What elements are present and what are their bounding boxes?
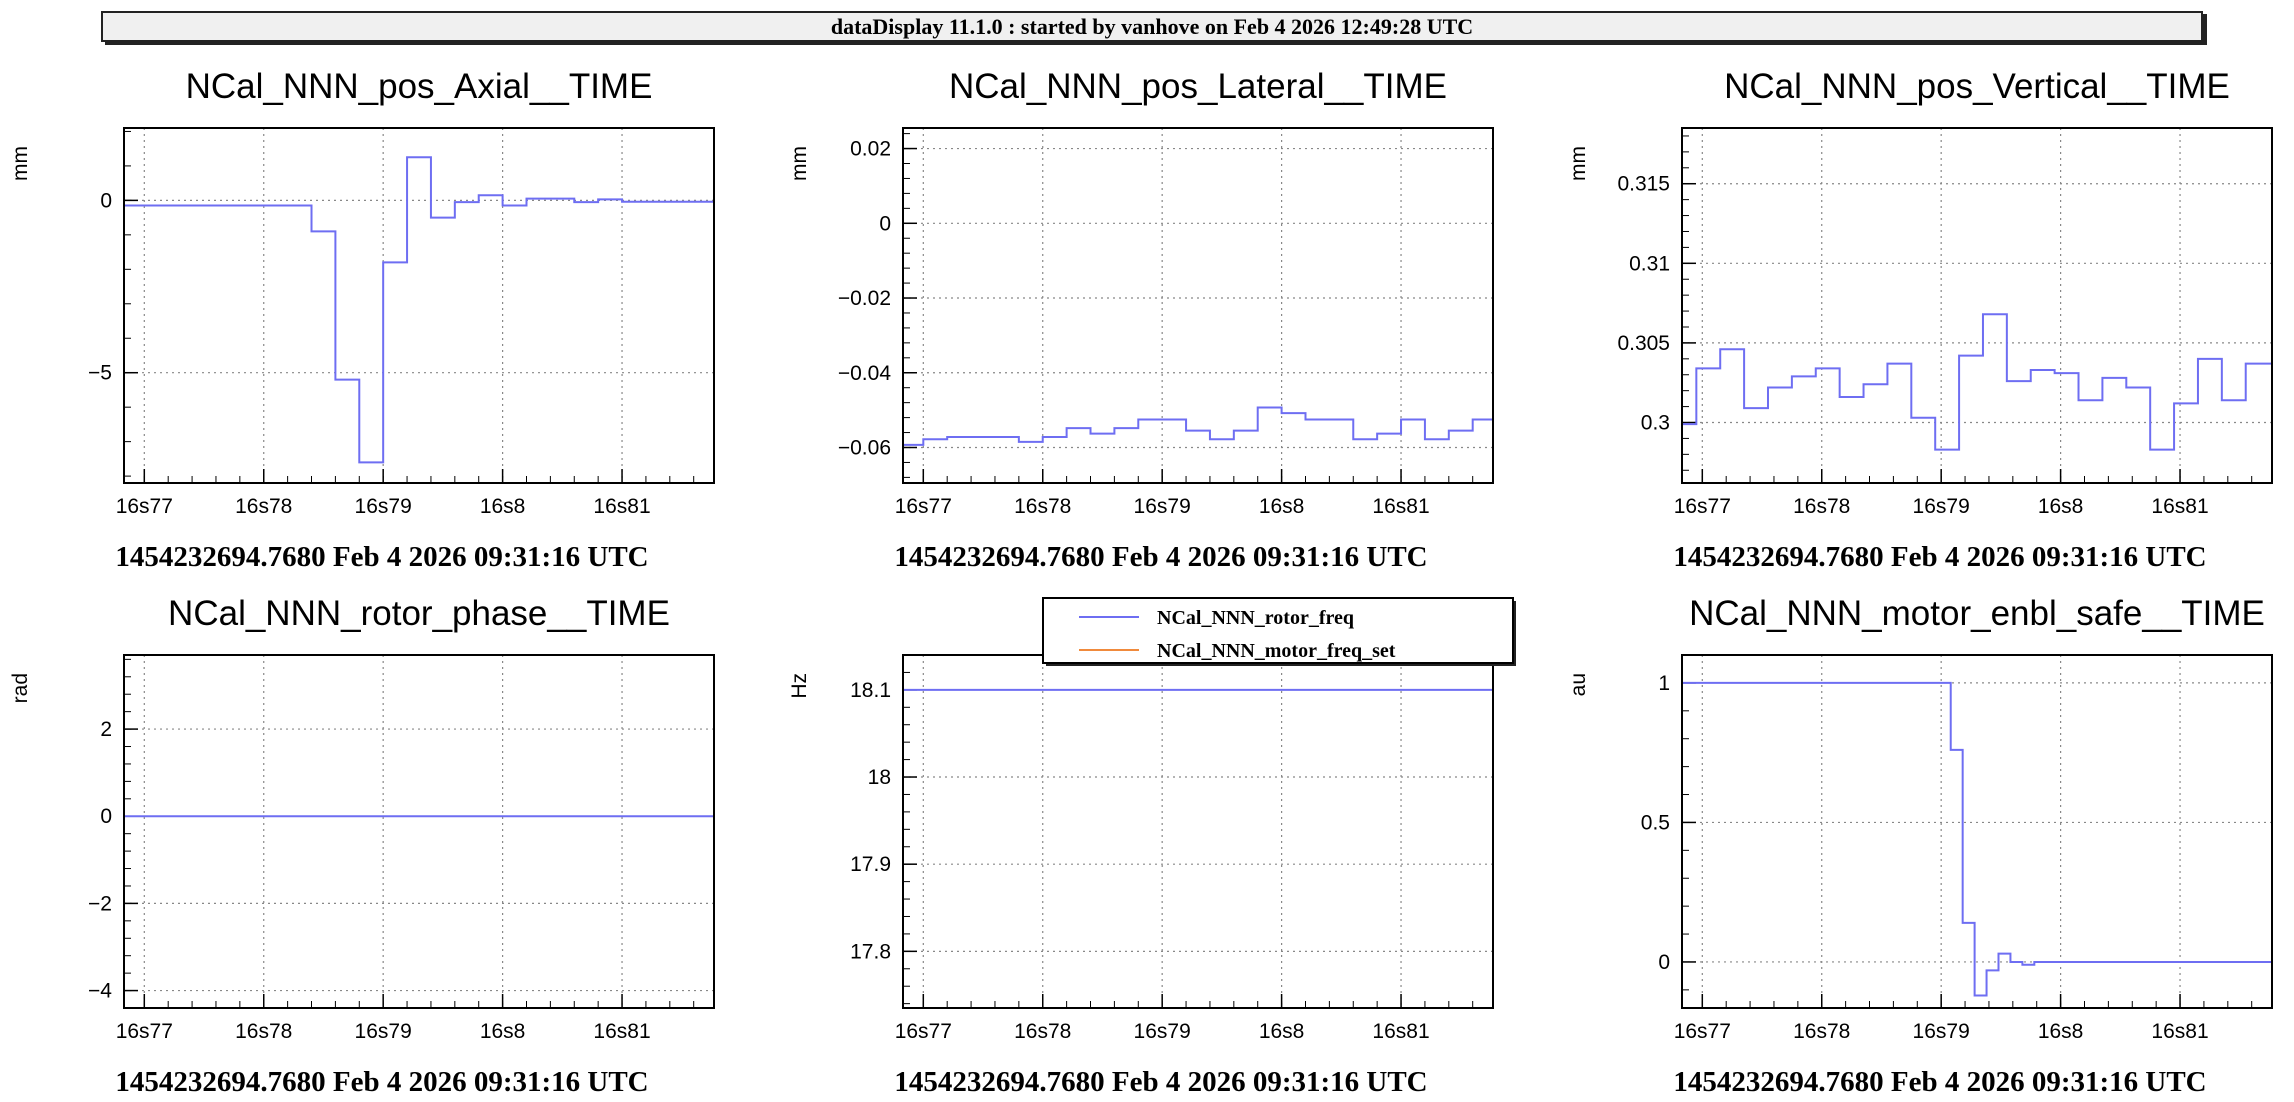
y-tick-label: 0.31 xyxy=(1629,252,1670,275)
x-tick-label: 16s79 xyxy=(355,495,412,518)
x-tick-label: 16s79 xyxy=(1134,1020,1191,1043)
x-tick-label: 16s78 xyxy=(1014,1020,1071,1043)
x-tick-label: 16s78 xyxy=(1014,495,1071,518)
series-line xyxy=(1682,681,2272,997)
plot-frame xyxy=(902,654,1494,1009)
x-tick-label: 16s78 xyxy=(1793,1020,1850,1043)
y-tick-label: −4 xyxy=(88,980,112,1003)
y-tick-label: 0 xyxy=(879,212,891,235)
chart-title: NCal_NNN_rotor_phase__TIME xyxy=(168,594,670,633)
x-tick-label: 16s8 xyxy=(1259,1020,1305,1043)
x-tick-label: 16s78 xyxy=(235,495,292,518)
x-tick-label: 16s78 xyxy=(1793,495,1850,518)
y-tick-label: 17.9 xyxy=(850,853,891,876)
x-tick-label: 16s81 xyxy=(1372,1020,1429,1043)
legend: NCal_NNN_rotor_freq NCal_NNN_motor_freq_s… xyxy=(1042,597,1516,666)
y-tick-label: 17.8 xyxy=(850,940,891,963)
chart-title: NCal_NNN_motor_enbl_safe__TIME xyxy=(1689,594,2265,633)
x-tick-label: 16s77 xyxy=(116,1020,173,1043)
x-tick-label: 16s79 xyxy=(1913,495,1970,518)
y-tick-label: 0 xyxy=(1658,951,1670,974)
window-title-banner: dataDisplay 11.1.0 : started by vanhove … xyxy=(101,11,2203,42)
x-axis-label: 1454232694.7680 Feb 4 2026 09:31:16 UTC xyxy=(115,541,648,573)
series-line xyxy=(903,406,1493,446)
x-tick-label: 16s77 xyxy=(116,495,173,518)
y-tick-label: −0.04 xyxy=(838,362,891,385)
y-tick-label: 18.1 xyxy=(850,679,891,702)
y-axis-label: mm xyxy=(788,146,811,181)
y-tick-label: 0.305 xyxy=(1617,332,1670,355)
legend-entry: NCal_NNN_rotor_freq xyxy=(1157,607,1354,629)
legend-entry: NCal_NNN_motor_freq_set xyxy=(1157,640,1396,662)
y-tick-label: −5 xyxy=(88,362,112,385)
x-axis-label: 1454232694.7680 Feb 4 2026 09:31:16 UTC xyxy=(1673,1066,2206,1098)
x-tick-label: 16s8 xyxy=(2038,1020,2084,1043)
x-tick-label: 16s81 xyxy=(2151,495,2208,518)
y-axis-label: mm xyxy=(9,146,32,181)
x-tick-label: 16s79 xyxy=(1134,495,1191,518)
x-axis-label: 1454232694.7680 Feb 4 2026 09:31:16 UTC xyxy=(115,1066,648,1098)
y-axis-label: rad xyxy=(9,673,32,703)
series-line xyxy=(1682,313,2272,451)
y-axis-label: Hz xyxy=(788,673,811,699)
chart-title: NCal_NNN_pos_Vertical__TIME xyxy=(1724,67,2230,106)
x-tick-label: 16s77 xyxy=(895,1020,952,1043)
y-tick-label: 1 xyxy=(1658,672,1670,695)
x-tick-label: 16s78 xyxy=(235,1020,292,1043)
x-tick-label: 16s81 xyxy=(593,495,650,518)
y-tick-label: 0 xyxy=(100,189,112,212)
x-axis-label: 1454232694.7680 Feb 4 2026 09:31:16 UTC xyxy=(894,1066,1427,1098)
x-tick-label: 16s77 xyxy=(1674,1020,1731,1043)
plot-frame xyxy=(1681,127,2273,484)
plot-frame xyxy=(123,127,715,484)
chart-title: NCal_NNN_pos_Axial__TIME xyxy=(186,67,653,106)
legend-box xyxy=(1042,597,1514,664)
plot-frame xyxy=(123,654,715,1009)
x-tick-label: 16s77 xyxy=(1674,495,1731,518)
chart-title: NCal_NNN_pos_Lateral__TIME xyxy=(949,67,1447,106)
x-tick-label: 16s79 xyxy=(1913,1020,1970,1043)
x-tick-label: 16s79 xyxy=(355,1020,412,1043)
x-tick-label: 16s81 xyxy=(1372,495,1429,518)
y-tick-label: 0 xyxy=(100,805,112,828)
y-tick-label: 0.02 xyxy=(850,138,891,161)
y-tick-label: 0.3 xyxy=(1641,412,1670,435)
x-tick-label: 16s81 xyxy=(2151,1020,2208,1043)
x-tick-label: 16s8 xyxy=(2038,495,2084,518)
x-tick-label: 16s8 xyxy=(480,495,526,518)
y-axis-label: au xyxy=(1567,673,1590,696)
series-line xyxy=(124,156,714,464)
y-tick-label: 0.5 xyxy=(1641,811,1670,834)
x-tick-label: 16s8 xyxy=(1259,495,1305,518)
y-tick-label: 0.315 xyxy=(1617,173,1670,196)
chart-panel-5: Hz 16s77 16s78 16s79 16s8 16s81 18.1 18 17.9 17.8… xyxy=(788,597,1516,1098)
y-tick-label: −0.02 xyxy=(838,287,891,310)
plot-frame xyxy=(1681,654,2273,1009)
y-tick-label: 18 xyxy=(868,766,891,789)
y-tick-label: −2 xyxy=(88,892,112,915)
x-axis-label: 1454232694.7680 Feb 4 2026 09:31:16 UTC xyxy=(1673,541,2206,573)
y-axis-label: mm xyxy=(1567,146,1590,181)
x-tick-label: 16s81 xyxy=(593,1020,650,1043)
x-axis-label: 1454232694.7680 Feb 4 2026 09:31:16 UTC xyxy=(894,541,1427,573)
y-tick-label: 2 xyxy=(100,718,112,741)
x-tick-label: 16s77 xyxy=(895,495,952,518)
x-tick-label: 16s8 xyxy=(480,1020,526,1043)
y-tick-label: −0.06 xyxy=(838,437,891,460)
plot-frame xyxy=(902,127,1494,484)
